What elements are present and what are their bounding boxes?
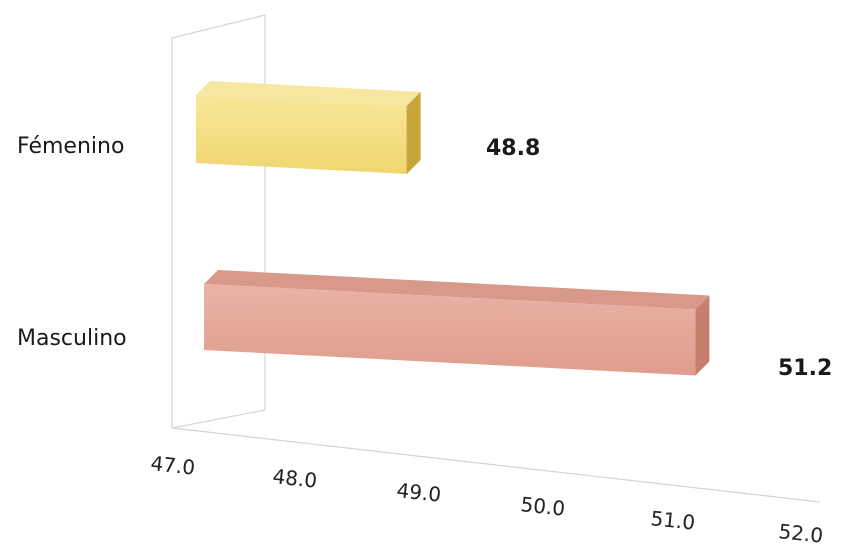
data-label-masculino: 51.2 (778, 356, 832, 381)
bar-femenino-end (406, 91, 421, 174)
side-wall-top (171, 14, 266, 39)
bar-femenino (196, 95, 407, 174)
category-label-femenino: Fémenino (17, 134, 124, 159)
x-axis-ticks: 47.0 48.0 49.0 50.0 51.0 52.0 (149, 451, 824, 548)
x-axis-line (171, 427, 821, 503)
bar-femenino-top (196, 81, 421, 106)
floor-back-line (171, 409, 266, 429)
bar-masculino-top (204, 270, 710, 310)
x-tick-label: 52.0 (777, 519, 824, 548)
bars (196, 81, 710, 376)
x-tick-label: 47.0 (149, 451, 196, 480)
data-label-femenino: 48.8 (486, 136, 540, 161)
x-tick-label: 50.0 (519, 492, 566, 521)
bar-masculino-end (695, 295, 710, 376)
bar-masculino (204, 284, 696, 376)
x-tick-label: 48.0 (271, 464, 318, 493)
x-tick-label: 49.0 (395, 478, 442, 507)
x-tick-label: 51.0 (649, 506, 696, 535)
category-label-masculino: Masculino (17, 326, 127, 351)
